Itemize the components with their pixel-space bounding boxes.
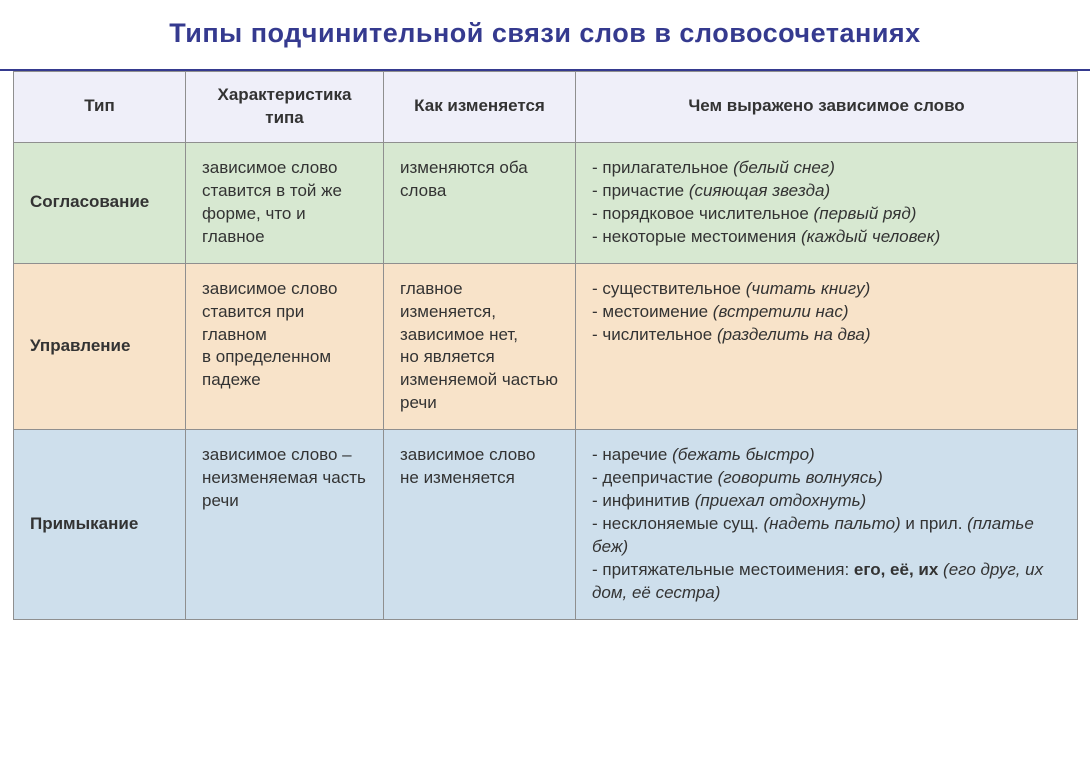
expressed-label: - порядковое числительное xyxy=(592,204,814,223)
expressed-example: (разделить на два) xyxy=(717,325,871,344)
table-row: Управлениезависимое слово ставится при г… xyxy=(14,263,1078,430)
expressed-example: (первый ряд) xyxy=(814,204,917,223)
types-table: Тип Характеристика типа Как изменяется Ч… xyxy=(13,71,1078,620)
expressed-example: (бежать быстро) xyxy=(672,445,815,464)
expressed-label: - местоимение xyxy=(592,302,713,321)
expressed-item: - числительное (разделить на два) xyxy=(592,324,1061,347)
expressed-list: - прилагательное (белый снег)- причастие… xyxy=(592,157,1061,249)
cell-type: Управление xyxy=(14,263,186,430)
expressed-example: (надеть пальто) xyxy=(764,514,901,533)
expressed-label: - деепричастие xyxy=(592,468,718,487)
expressed-label: - несклоняемые сущ. xyxy=(592,514,764,533)
cell-type: Согласование xyxy=(14,142,186,263)
cell-expressed: - существительное (читать книгу)- местои… xyxy=(576,263,1078,430)
expressed-tail: и прил. xyxy=(901,514,967,533)
expressed-label: - инфинитив xyxy=(592,491,695,510)
expressed-label: - прилагательное xyxy=(592,158,733,177)
cell-change: зависимое слово не изменяется xyxy=(384,430,576,620)
page-title: Типы подчинительной связи слов в словосо… xyxy=(0,0,1090,71)
expressed-item: - прилагательное (белый снег) xyxy=(592,157,1061,180)
expressed-label: - некоторые местоимения xyxy=(592,227,801,246)
header-row: Тип Характеристика типа Как изменяется Ч… xyxy=(14,72,1078,143)
expressed-list: - наречие (бежать быстро)- деепричастие … xyxy=(592,444,1061,605)
table-row: Согласованиезависимое слово ставится в т… xyxy=(14,142,1078,263)
expressed-example: (приехал отдохнуть) xyxy=(695,491,867,510)
table-head: Тип Характеристика типа Как изменяется Ч… xyxy=(14,72,1078,143)
expressed-item: - существительное (читать книгу) xyxy=(592,278,1061,301)
expressed-bold: его, её, их xyxy=(854,560,943,579)
expressed-item: - причастие (сияющая звезда) xyxy=(592,180,1061,203)
cell-change: главное изменяется, зависимое нет, но яв… xyxy=(384,263,576,430)
expressed-item: - притяжательные местоимения: его, её, и… xyxy=(592,559,1061,605)
expressed-example: (читать книгу) xyxy=(746,279,871,298)
expressed-example: (каждый человек) xyxy=(801,227,940,246)
expressed-item: - наречие (бежать быстро) xyxy=(592,444,1061,467)
cell-characteristic: зависимое слово ставится при главном в о… xyxy=(186,263,384,430)
col-header-type: Тип xyxy=(14,72,186,143)
expressed-example: (встретили нас) xyxy=(713,302,849,321)
col-header-char: Характеристика типа xyxy=(186,72,384,143)
page-root: Типы подчинительной связи слов в словосо… xyxy=(0,0,1090,620)
expressed-item: - инфинитив (приехал отдохнуть) xyxy=(592,490,1061,513)
col-header-expressed: Чем выражено зависимое слово xyxy=(576,72,1078,143)
expressed-label: - существительное xyxy=(592,279,746,298)
expressed-item: - некоторые местоимения (каждый человек) xyxy=(592,226,1061,249)
expressed-example: (говорить волнуясь) xyxy=(718,468,883,487)
col-header-change: Как изменяется xyxy=(384,72,576,143)
table-body: Согласованиезависимое слово ставится в т… xyxy=(14,142,1078,619)
table-row: Примыканиезависимое слово – неизменяемая… xyxy=(14,430,1078,620)
cell-expressed: - прилагательное (белый снег)- причастие… xyxy=(576,142,1078,263)
expressed-example: (белый снег) xyxy=(733,158,835,177)
expressed-list: - существительное (читать книгу)- местои… xyxy=(592,278,1061,347)
cell-type: Примыкание xyxy=(14,430,186,620)
expressed-item: - местоимение (встретили нас) xyxy=(592,301,1061,324)
expressed-item: - порядковое числительное (первый ряд) xyxy=(592,203,1061,226)
expressed-example: (сияющая звезда) xyxy=(689,181,830,200)
cell-characteristic: зависимое слово – неизменяемая часть реч… xyxy=(186,430,384,620)
cell-expressed: - наречие (бежать быстро)- деепричастие … xyxy=(576,430,1078,620)
expressed-label: - причастие xyxy=(592,181,689,200)
cell-change: изменяются оба слова xyxy=(384,142,576,263)
expressed-item: - несклоняемые сущ. (надеть пальто) и пр… xyxy=(592,513,1061,559)
expressed-label: - числительное xyxy=(592,325,717,344)
expressed-item: - деепричастие (говорить волнуясь) xyxy=(592,467,1061,490)
expressed-label: - наречие xyxy=(592,445,672,464)
expressed-label: - притяжательные местоимения: xyxy=(592,560,854,579)
cell-characteristic: зависимое слово ставится в той же форме,… xyxy=(186,142,384,263)
